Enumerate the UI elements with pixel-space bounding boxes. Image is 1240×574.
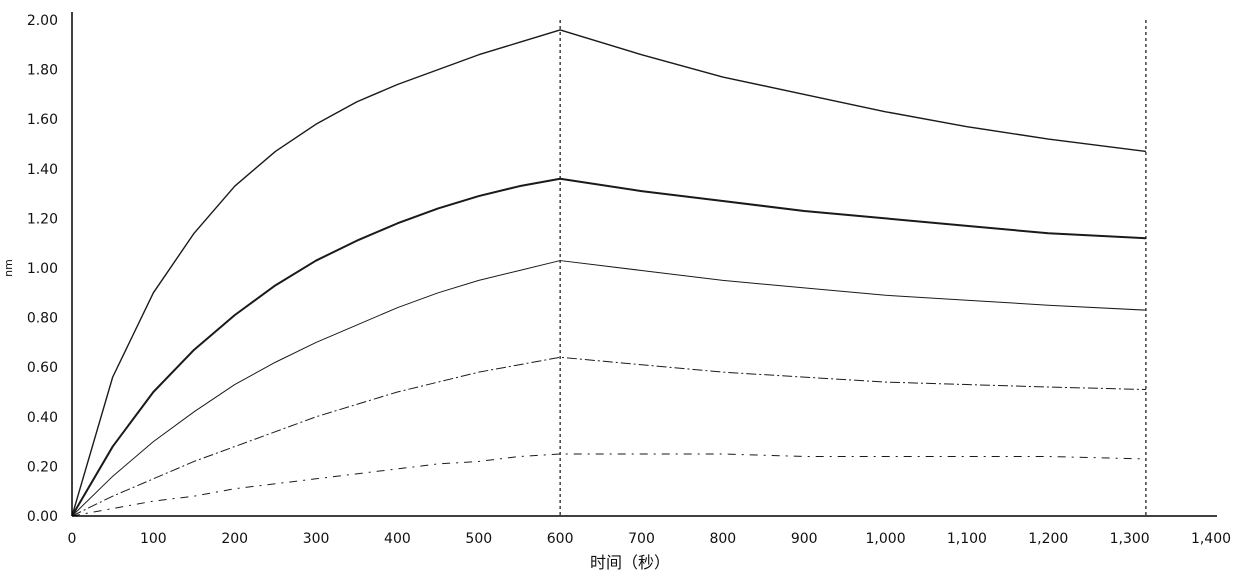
x-tick-label: 500 (465, 531, 492, 547)
x-tick-label: 200 (221, 531, 248, 547)
y-tick-label: 1.60 (27, 112, 58, 128)
x-tick-label: 1,200 (1028, 531, 1068, 547)
y-tick-label: 0.60 (27, 360, 58, 376)
x-tick-label: 1,100 (947, 531, 987, 547)
y-axis-title: nm (2, 259, 15, 277)
x-tick-label: 100 (140, 531, 167, 547)
y-tick-label: 0.20 (27, 459, 58, 475)
x-tick-label: 1,400 (1191, 531, 1231, 547)
x-tick-label: 800 (709, 531, 736, 547)
y-tick-label: 1.20 (27, 211, 58, 227)
x-axis-title: 时间（秒） (590, 553, 670, 572)
y-axis-ticks: 0.00 0.20 0.40 0.60 0.80 1.00 1.20 1.40 1.60 1.80… (27, 13, 58, 525)
x-tick-label: 0 (68, 531, 77, 547)
x-tick-label: 300 (303, 531, 330, 547)
series-line (72, 179, 1146, 516)
x-tick-label: 700 (628, 531, 655, 547)
y-tick-label: 1.40 (27, 162, 58, 178)
series-line (72, 357, 1146, 516)
x-tick-label: 900 (791, 531, 818, 547)
y-tick-label: 1.00 (27, 261, 58, 277)
y-tick-label: 0.00 (27, 509, 58, 525)
series-line (72, 454, 1146, 516)
x-tick-label: 600 (547, 531, 574, 547)
series-line (72, 261, 1146, 516)
x-tick-label: 1,000 (866, 531, 906, 547)
x-tick-label: 1,300 (1110, 531, 1150, 547)
y-tick-label: 2.00 (27, 13, 58, 29)
y-tick-label: 1.80 (27, 63, 58, 79)
y-tick-label: 0.80 (27, 311, 58, 327)
x-axis-ticks: 0 100 200 300 400 500 600 700 800 900 1,000 1,100 1,… (68, 531, 1232, 547)
series-line (72, 30, 1146, 516)
x-tick-label: 400 (384, 531, 411, 547)
y-tick-label: 0.40 (27, 410, 58, 426)
reference-lines (560, 20, 1146, 516)
series-lines (72, 30, 1146, 516)
